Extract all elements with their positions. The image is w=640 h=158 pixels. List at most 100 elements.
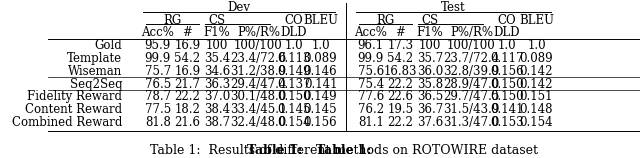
Text: 81.1: 81.1: [358, 116, 384, 129]
Text: 54.2: 54.2: [387, 52, 413, 65]
Text: 99.9: 99.9: [358, 52, 384, 65]
Text: 31.5/43.9: 31.5/43.9: [443, 103, 500, 116]
Text: Gold: Gold: [95, 39, 122, 52]
Text: 0.141: 0.141: [490, 103, 524, 116]
Text: Seq2Seq: Seq2Seq: [70, 78, 122, 91]
Text: 0.153: 0.153: [490, 116, 524, 129]
Text: 0.141: 0.141: [304, 78, 337, 91]
Text: 33.4/45.1: 33.4/45.1: [230, 103, 287, 116]
Text: Wiseman: Wiseman: [68, 65, 122, 78]
Text: 19.5: 19.5: [387, 103, 413, 116]
Text: 100: 100: [419, 39, 441, 52]
Text: 21.7: 21.7: [175, 78, 200, 91]
Text: 38.7: 38.7: [204, 116, 230, 129]
Text: Table 1:: Table 1:: [246, 144, 302, 157]
Text: BLEU: BLEU: [519, 14, 554, 27]
Text: 0.113: 0.113: [277, 52, 310, 65]
Text: 1.0: 1.0: [527, 39, 546, 52]
Text: 76.5: 76.5: [145, 78, 171, 91]
Text: 22.2: 22.2: [387, 78, 413, 91]
Text: 1.0: 1.0: [311, 39, 330, 52]
Text: 31.3/47.0: 31.3/47.0: [443, 116, 500, 129]
Text: 75.7: 75.7: [145, 65, 171, 78]
Text: 32.4/48.0: 32.4/48.0: [230, 116, 287, 129]
Text: P%/R%: P%/R%: [450, 26, 493, 39]
Text: 0.142: 0.142: [520, 65, 553, 78]
Text: 0.137: 0.137: [277, 78, 310, 91]
Text: CO: CO: [285, 14, 303, 27]
Text: 100: 100: [206, 39, 228, 52]
Text: 0.117: 0.117: [490, 52, 524, 65]
Text: 35.8: 35.8: [417, 78, 443, 91]
Text: Content Reward: Content Reward: [25, 103, 122, 116]
Text: 99.9: 99.9: [145, 52, 171, 65]
Text: 18.2: 18.2: [175, 103, 200, 116]
Text: 36.7: 36.7: [417, 103, 443, 116]
Text: 37.0: 37.0: [204, 90, 230, 103]
Text: 78.7: 78.7: [145, 90, 171, 103]
Text: 0.149: 0.149: [277, 65, 310, 78]
Text: 0.150: 0.150: [490, 78, 524, 91]
Text: 34.6: 34.6: [204, 65, 230, 78]
Text: 0.150: 0.150: [277, 90, 310, 103]
Text: CS: CS: [209, 14, 225, 27]
Text: Dev: Dev: [228, 1, 251, 14]
Text: Table 1:: Table 1:: [317, 144, 372, 157]
Text: Table 1:  Results of different methods on ROTOWIRE dataset: Table 1: Results of different methods on…: [150, 144, 538, 157]
Text: 36.5: 36.5: [417, 90, 443, 103]
Text: RG: RG: [163, 14, 182, 27]
Text: 22.2: 22.2: [387, 116, 413, 129]
Text: Template: Template: [67, 52, 122, 65]
Text: 32.8/39.9: 32.8/39.9: [444, 65, 499, 78]
Text: 75.4: 75.4: [358, 78, 384, 91]
Text: 35.4: 35.4: [204, 52, 230, 65]
Text: 29.7/47.5: 29.7/47.5: [443, 90, 500, 103]
Text: 23.7/72.4: 23.7/72.4: [444, 52, 499, 65]
Text: 54.2: 54.2: [174, 52, 200, 65]
Text: 0.089: 0.089: [520, 52, 553, 65]
Text: 0.156: 0.156: [304, 116, 337, 129]
Text: 16.9: 16.9: [174, 39, 200, 52]
Text: 0.149: 0.149: [304, 90, 337, 103]
Text: 36.3: 36.3: [204, 78, 230, 91]
Text: 77.6: 77.6: [358, 90, 384, 103]
Text: 29.4/47.4: 29.4/47.4: [230, 78, 287, 91]
Text: #: #: [396, 26, 405, 39]
Text: 0.150: 0.150: [490, 90, 524, 103]
Text: 81.8: 81.8: [145, 116, 171, 129]
Text: CO: CO: [497, 14, 516, 27]
Text: 36.0: 36.0: [417, 65, 443, 78]
Text: 37.6: 37.6: [417, 116, 443, 129]
Text: Acc%: Acc%: [141, 26, 174, 39]
Text: 22.6: 22.6: [387, 90, 413, 103]
Text: 100/100: 100/100: [447, 39, 496, 52]
Text: #: #: [182, 26, 193, 39]
Text: 30.1/48.0: 30.1/48.0: [230, 90, 287, 103]
Text: 0.089: 0.089: [304, 52, 337, 65]
Text: 22.2: 22.2: [175, 90, 200, 103]
Text: Acc%: Acc%: [355, 26, 387, 39]
Text: F1%: F1%: [417, 26, 444, 39]
Text: 0.145: 0.145: [277, 103, 310, 116]
Text: RG: RG: [376, 14, 395, 27]
Text: 95.9: 95.9: [145, 39, 171, 52]
Text: 0.154: 0.154: [520, 116, 553, 129]
Text: 21.6: 21.6: [175, 116, 200, 129]
Text: 0.145: 0.145: [304, 103, 337, 116]
Text: 0.156: 0.156: [490, 65, 524, 78]
Text: DLD: DLD: [281, 26, 307, 39]
Text: 16.83: 16.83: [383, 65, 417, 78]
Text: 0.146: 0.146: [304, 65, 337, 78]
Text: 96.1: 96.1: [358, 39, 384, 52]
Text: 0.142: 0.142: [520, 78, 553, 91]
Text: 23.4/72.6: 23.4/72.6: [230, 52, 287, 65]
Text: Test: Test: [442, 1, 466, 14]
Text: CS: CS: [421, 14, 438, 27]
Text: 35.7: 35.7: [417, 52, 443, 65]
Text: 0.151: 0.151: [520, 90, 553, 103]
Text: 17.3: 17.3: [387, 39, 413, 52]
Text: BLEU: BLEU: [303, 14, 338, 27]
Text: DLD: DLD: [493, 26, 520, 39]
Text: 16.9: 16.9: [174, 65, 200, 78]
Text: 0.154: 0.154: [277, 116, 310, 129]
